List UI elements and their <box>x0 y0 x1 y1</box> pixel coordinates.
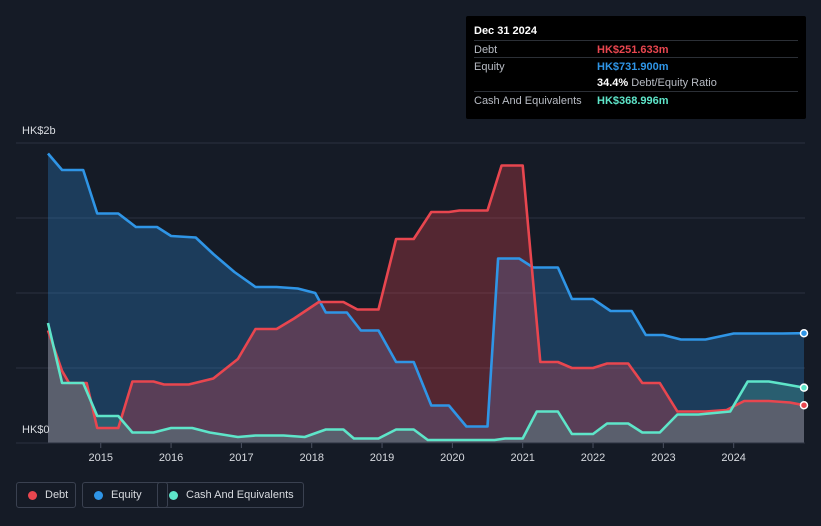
tooltip-equity-label: Equity <box>474 61 505 73</box>
x-tick-label: 2015 <box>89 452 113 464</box>
x-tick-label: 2023 <box>651 452 675 464</box>
legend-equity-dot-icon <box>94 491 103 500</box>
x-tick-label: 2020 <box>440 452 464 464</box>
chart-areas <box>48 153 804 443</box>
legend-item-debt[interactable]: Debt <box>16 482 76 508</box>
y-axis-top-label: HK$2b <box>22 125 56 137</box>
debt-end-marker <box>799 400 809 410</box>
tooltip-debt-value: HK$251.633m <box>597 44 669 56</box>
legend-debt-label: Debt <box>45 489 69 501</box>
y-axis-bottom-label: HK$0 <box>22 424 50 436</box>
x-axis-ticks: 2015 2016 2017 2018 2019 2020 2021 2022 2023 2024 <box>16 442 805 464</box>
tooltip-equity-value: HK$731.900m <box>597 61 669 73</box>
x-tick-label: 2016 <box>159 452 183 464</box>
legend-cash-dot-icon <box>169 491 178 500</box>
tooltip-row-ratio: 34.4% Debt/Equity Ratio <box>474 74 798 90</box>
chart-lines <box>46 152 805 442</box>
debt-area <box>48 165 804 443</box>
equity-line <box>47 152 805 428</box>
legend-item-cash[interactable]: Cash And Equivalents <box>157 482 304 508</box>
tooltip-cash-value: HK$368.996m <box>597 95 669 107</box>
equity-area <box>48 153 804 443</box>
x-tick-label: 2022 <box>581 452 605 464</box>
cash-area <box>48 323 804 443</box>
tooltip-row-equity: Equity HK$731.900m <box>474 57 798 74</box>
tooltip-panel: Dec 31 2024 Debt HK$251.633m Equity HK$7… <box>466 16 806 119</box>
tooltip-row-debt: Debt HK$251.633m <box>474 40 798 57</box>
tooltip-cash-label: Cash And Equivalents <box>474 95 582 107</box>
x-tick-label: 2018 <box>299 452 323 464</box>
x-tick-label: 2019 <box>370 452 394 464</box>
cash-line <box>46 322 805 442</box>
x-tick-label: 2024 <box>721 452 745 464</box>
legend-debt-dot-icon <box>28 491 37 500</box>
cash-end-marker <box>799 383 809 392</box>
end-markers <box>799 328 809 410</box>
equity-end-marker <box>799 328 809 338</box>
tooltip-row-cash: Cash And Equivalents HK$368.996m <box>474 91 798 108</box>
x-tick-label: 2017 <box>229 452 253 464</box>
tooltip-date: Dec 31 2024 <box>474 25 537 37</box>
legend-equity-label: Equity <box>111 489 142 501</box>
tooltip-debt-label: Debt <box>474 44 498 56</box>
tooltip-ratio: 34.4% Debt/Equity Ratio <box>597 77 717 89</box>
legend-cash-label: Cash And Equivalents <box>186 489 294 501</box>
debt-line <box>46 164 805 430</box>
legend-item-equity[interactable]: Equity <box>82 482 168 508</box>
tooltip-ratio-label: Debt/Equity Ratio <box>631 77 717 89</box>
tooltip-ratio-value: 34.4% <box>597 77 629 89</box>
x-tick-label: 2021 <box>510 452 534 464</box>
